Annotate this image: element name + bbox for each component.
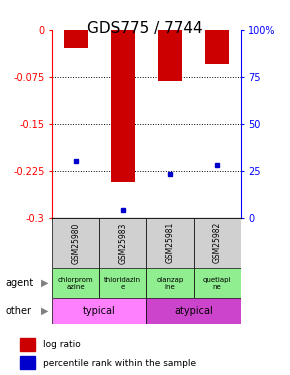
Bar [111, 30, 135, 182]
FancyBboxPatch shape [194, 217, 241, 268]
Text: ▶: ▶ [41, 278, 49, 288]
Text: GSM25982: GSM25982 [213, 222, 222, 263]
Text: olanzap
ine: olanzap ine [156, 277, 184, 290]
Bar [64, 30, 88, 48]
Bar [20, 338, 35, 351]
Text: chlorprom
azine: chlorprom azine [58, 277, 94, 290]
FancyBboxPatch shape [99, 217, 146, 268]
Text: GSM25980: GSM25980 [71, 222, 80, 264]
FancyBboxPatch shape [146, 268, 194, 298]
Text: percentile rank within the sample: percentile rank within the sample [43, 358, 196, 368]
FancyBboxPatch shape [194, 268, 241, 298]
Text: typical: typical [83, 306, 116, 316]
Text: agent: agent [6, 278, 34, 288]
Text: thioridazin
e: thioridazin e [104, 277, 142, 290]
Bar [205, 30, 229, 64]
Text: log ratio: log ratio [43, 340, 81, 349]
FancyBboxPatch shape [146, 298, 241, 324]
Bar [158, 30, 182, 81]
Text: GDS775 / 7744: GDS775 / 7744 [87, 21, 203, 36]
Bar [20, 356, 35, 369]
Text: GSM25983: GSM25983 [118, 222, 127, 264]
FancyBboxPatch shape [52, 298, 146, 324]
Text: other: other [6, 306, 32, 316]
Text: ▶: ▶ [41, 306, 49, 316]
Text: quetiapi
ne: quetiapi ne [203, 277, 231, 290]
FancyBboxPatch shape [52, 217, 99, 268]
FancyBboxPatch shape [146, 217, 194, 268]
Text: GSM25981: GSM25981 [166, 222, 175, 263]
FancyBboxPatch shape [52, 268, 99, 298]
Text: atypical: atypical [174, 306, 213, 316]
FancyBboxPatch shape [99, 268, 146, 298]
